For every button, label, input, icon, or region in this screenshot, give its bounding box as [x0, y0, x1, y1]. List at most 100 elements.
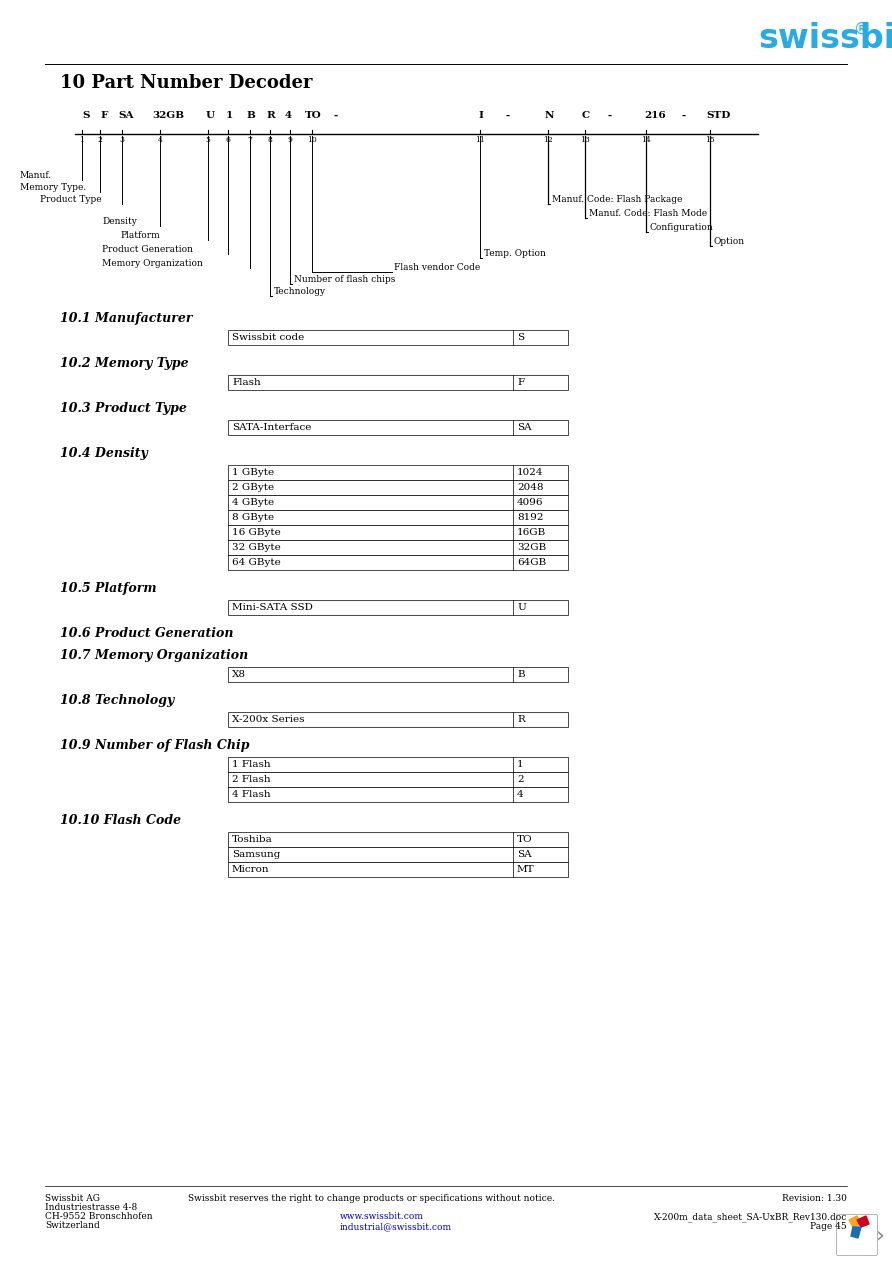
Text: U: U	[206, 111, 215, 120]
Text: industrial@swissbit.com: industrial@swissbit.com	[340, 1222, 452, 1230]
Text: Page 45: Page 45	[810, 1222, 847, 1230]
Text: X-200x Series: X-200x Series	[232, 716, 304, 724]
Text: ›: ›	[876, 1225, 885, 1246]
Text: 7: 7	[248, 136, 252, 144]
Text: -: -	[682, 111, 686, 120]
Bar	[228, 525, 568, 540]
Text: S: S	[517, 333, 524, 342]
Bar	[228, 555, 568, 570]
Text: swissbit: swissbit	[758, 21, 892, 56]
Text: SA: SA	[517, 851, 532, 859]
Text: 12: 12	[543, 136, 553, 144]
Text: Switzerland: Switzerland	[45, 1222, 100, 1230]
Text: Mini-SATA SSD: Mini-SATA SSD	[232, 603, 313, 612]
Text: 10.7 Memory Organization: 10.7 Memory Organization	[60, 649, 248, 663]
Text: 1 Flash: 1 Flash	[232, 760, 270, 769]
Text: 64 GByte: 64 GByte	[232, 558, 281, 567]
Text: I: I	[478, 111, 483, 120]
Bar	[228, 375, 568, 390]
Text: 10.2 Memory Type: 10.2 Memory Type	[60, 357, 188, 370]
Text: 4 GByte: 4 GByte	[232, 498, 274, 507]
Text: 5: 5	[205, 136, 211, 144]
Text: 1: 1	[79, 136, 85, 144]
Text: Number of flash chips: Number of flash chips	[294, 275, 395, 284]
Bar	[228, 329, 568, 345]
Text: R: R	[517, 716, 524, 724]
Text: ®: ®	[854, 21, 869, 37]
Text: STD: STD	[706, 111, 731, 120]
Text: Product Generation: Product Generation	[102, 245, 193, 254]
Text: SATA-Interface: SATA-Interface	[232, 423, 311, 432]
Text: 6: 6	[226, 136, 230, 144]
Text: 10.9 Number of Flash Chip: 10.9 Number of Flash Chip	[60, 740, 250, 752]
Text: 216: 216	[644, 111, 665, 120]
Text: 2: 2	[517, 775, 524, 784]
Text: U: U	[517, 603, 525, 612]
Text: 10: 10	[307, 136, 317, 144]
Text: F: F	[517, 379, 524, 387]
Text: 4: 4	[517, 790, 524, 799]
Text: N: N	[545, 111, 555, 120]
Text: X-200m_data_sheet_SA-UxBR_Rev130.doc: X-200m_data_sheet_SA-UxBR_Rev130.doc	[654, 1212, 847, 1222]
Text: Toshiba: Toshiba	[232, 835, 273, 844]
Text: 10.4 Density: 10.4 Density	[60, 447, 148, 461]
Text: Swissbit reserves the right to change products or specifications without notice.: Swissbit reserves the right to change pr…	[188, 1194, 555, 1203]
Text: 32GB: 32GB	[517, 543, 546, 551]
Text: C: C	[582, 111, 591, 120]
Text: -: -	[608, 111, 612, 120]
Bar	[228, 832, 568, 847]
Text: 16 GByte: 16 GByte	[232, 528, 281, 538]
Bar	[228, 772, 568, 787]
Text: Flash vendor Code: Flash vendor Code	[394, 262, 480, 273]
Text: TO: TO	[305, 111, 322, 120]
Text: Option: Option	[714, 237, 745, 246]
Text: R: R	[266, 111, 275, 120]
Text: -: -	[506, 111, 510, 120]
Text: 2048: 2048	[517, 483, 543, 492]
Text: CH-9552 Bronschhofen: CH-9552 Bronschhofen	[45, 1212, 153, 1222]
Text: 10.3 Product Type: 10.3 Product Type	[60, 403, 187, 415]
Text: 8 GByte: 8 GByte	[232, 512, 274, 522]
Text: 1 GByte: 1 GByte	[232, 468, 274, 477]
Text: SA: SA	[517, 423, 532, 432]
Text: 4096: 4096	[517, 498, 543, 507]
Text: Swissbit code: Swissbit code	[232, 333, 304, 342]
Text: SA: SA	[118, 111, 134, 120]
Bar	[228, 787, 568, 801]
Text: Manuf.: Manuf.	[20, 170, 52, 180]
Text: B: B	[246, 111, 255, 120]
Text: Technology: Technology	[274, 286, 326, 297]
Text: 16GB: 16GB	[517, 528, 546, 538]
Text: Configuration: Configuration	[650, 223, 714, 232]
Text: TO: TO	[517, 835, 533, 844]
Text: -: -	[333, 111, 337, 120]
Text: Memory Type.: Memory Type.	[20, 183, 87, 192]
Text: Platform: Platform	[120, 231, 160, 240]
Text: www.swissbit.com: www.swissbit.com	[340, 1212, 424, 1222]
Text: Samsung: Samsung	[232, 851, 280, 859]
Bar	[228, 757, 568, 772]
Text: Temp. Option: Temp. Option	[484, 249, 546, 257]
Text: Flash: Flash	[232, 379, 260, 387]
Polygon shape	[849, 1217, 861, 1227]
Bar	[228, 510, 568, 525]
Bar	[228, 540, 568, 555]
Bar	[228, 464, 568, 480]
Bar	[228, 668, 568, 681]
FancyBboxPatch shape	[837, 1214, 878, 1256]
Text: 10 Part Number Decoder: 10 Part Number Decoder	[60, 74, 312, 92]
Bar	[228, 420, 568, 435]
Text: Density: Density	[102, 217, 136, 226]
Text: Product Type: Product Type	[40, 196, 102, 204]
Text: 1024: 1024	[517, 468, 543, 477]
Bar	[228, 712, 568, 727]
Polygon shape	[851, 1227, 861, 1238]
Text: 10.8 Technology: 10.8 Technology	[60, 694, 174, 707]
Text: 10.5 Platform: 10.5 Platform	[60, 582, 157, 594]
Text: Micron: Micron	[232, 864, 269, 875]
Text: MT: MT	[517, 864, 534, 875]
Text: Revision: 1.30: Revision: 1.30	[782, 1194, 847, 1203]
Text: 1: 1	[517, 760, 524, 769]
Text: 4: 4	[158, 136, 162, 144]
Text: Industriestrasse 4-8: Industriestrasse 4-8	[45, 1203, 137, 1212]
